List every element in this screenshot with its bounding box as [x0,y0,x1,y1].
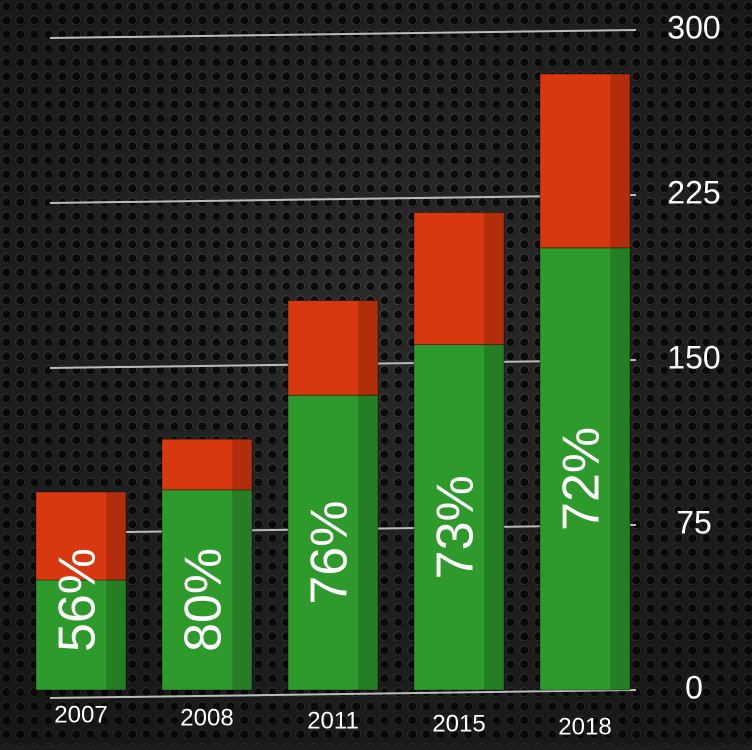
bar-shine [484,212,504,345]
bar-segment [161,489,253,691]
bar-segment [539,247,631,691]
bar-segment [161,438,253,491]
bar-segment [539,73,631,249]
bar-segment [413,344,505,691]
x-tick-label: 2011 [307,707,359,734]
x-tick-label: 2015 [432,710,485,737]
x-tick-label: 2007 [54,701,107,728]
x-tick-label: 2018 [558,713,611,740]
y-tick-label: 300 [667,9,720,45]
share-label: 73% [427,475,485,579]
bar-shine [106,492,126,580]
labels: 0 75 150 225 300 2007 56% 2008 80% 2011 76% 2015 73%… [49,9,721,740]
bar-segment [35,579,127,691]
grid-line [49,194,637,204]
share-label: 72% [553,427,611,531]
bar-segment [35,491,127,581]
bar-shine [358,300,378,396]
bar-shine [232,439,252,490]
y-tick-label: 150 [667,339,720,375]
bar-shine [106,580,126,690]
bar-shine [484,344,504,690]
share-label: 76% [301,501,359,605]
x-tick-label: 2008 [180,704,233,731]
bar-shine [610,74,630,248]
bar-segment [287,300,379,396]
share-label: 80% [175,548,233,652]
y-tick-label: 0 [685,669,703,705]
y-tick-label: 75 [676,504,712,540]
y-tick-label: 225 [667,174,720,210]
bar-shine [232,489,252,690]
bar-shine [610,247,630,691]
grid-line [49,29,637,39]
share-label: 56% [49,548,107,652]
grid-line [49,689,637,699]
bars [35,73,631,691]
bar-segment [413,212,505,346]
bar-shine [358,395,378,690]
